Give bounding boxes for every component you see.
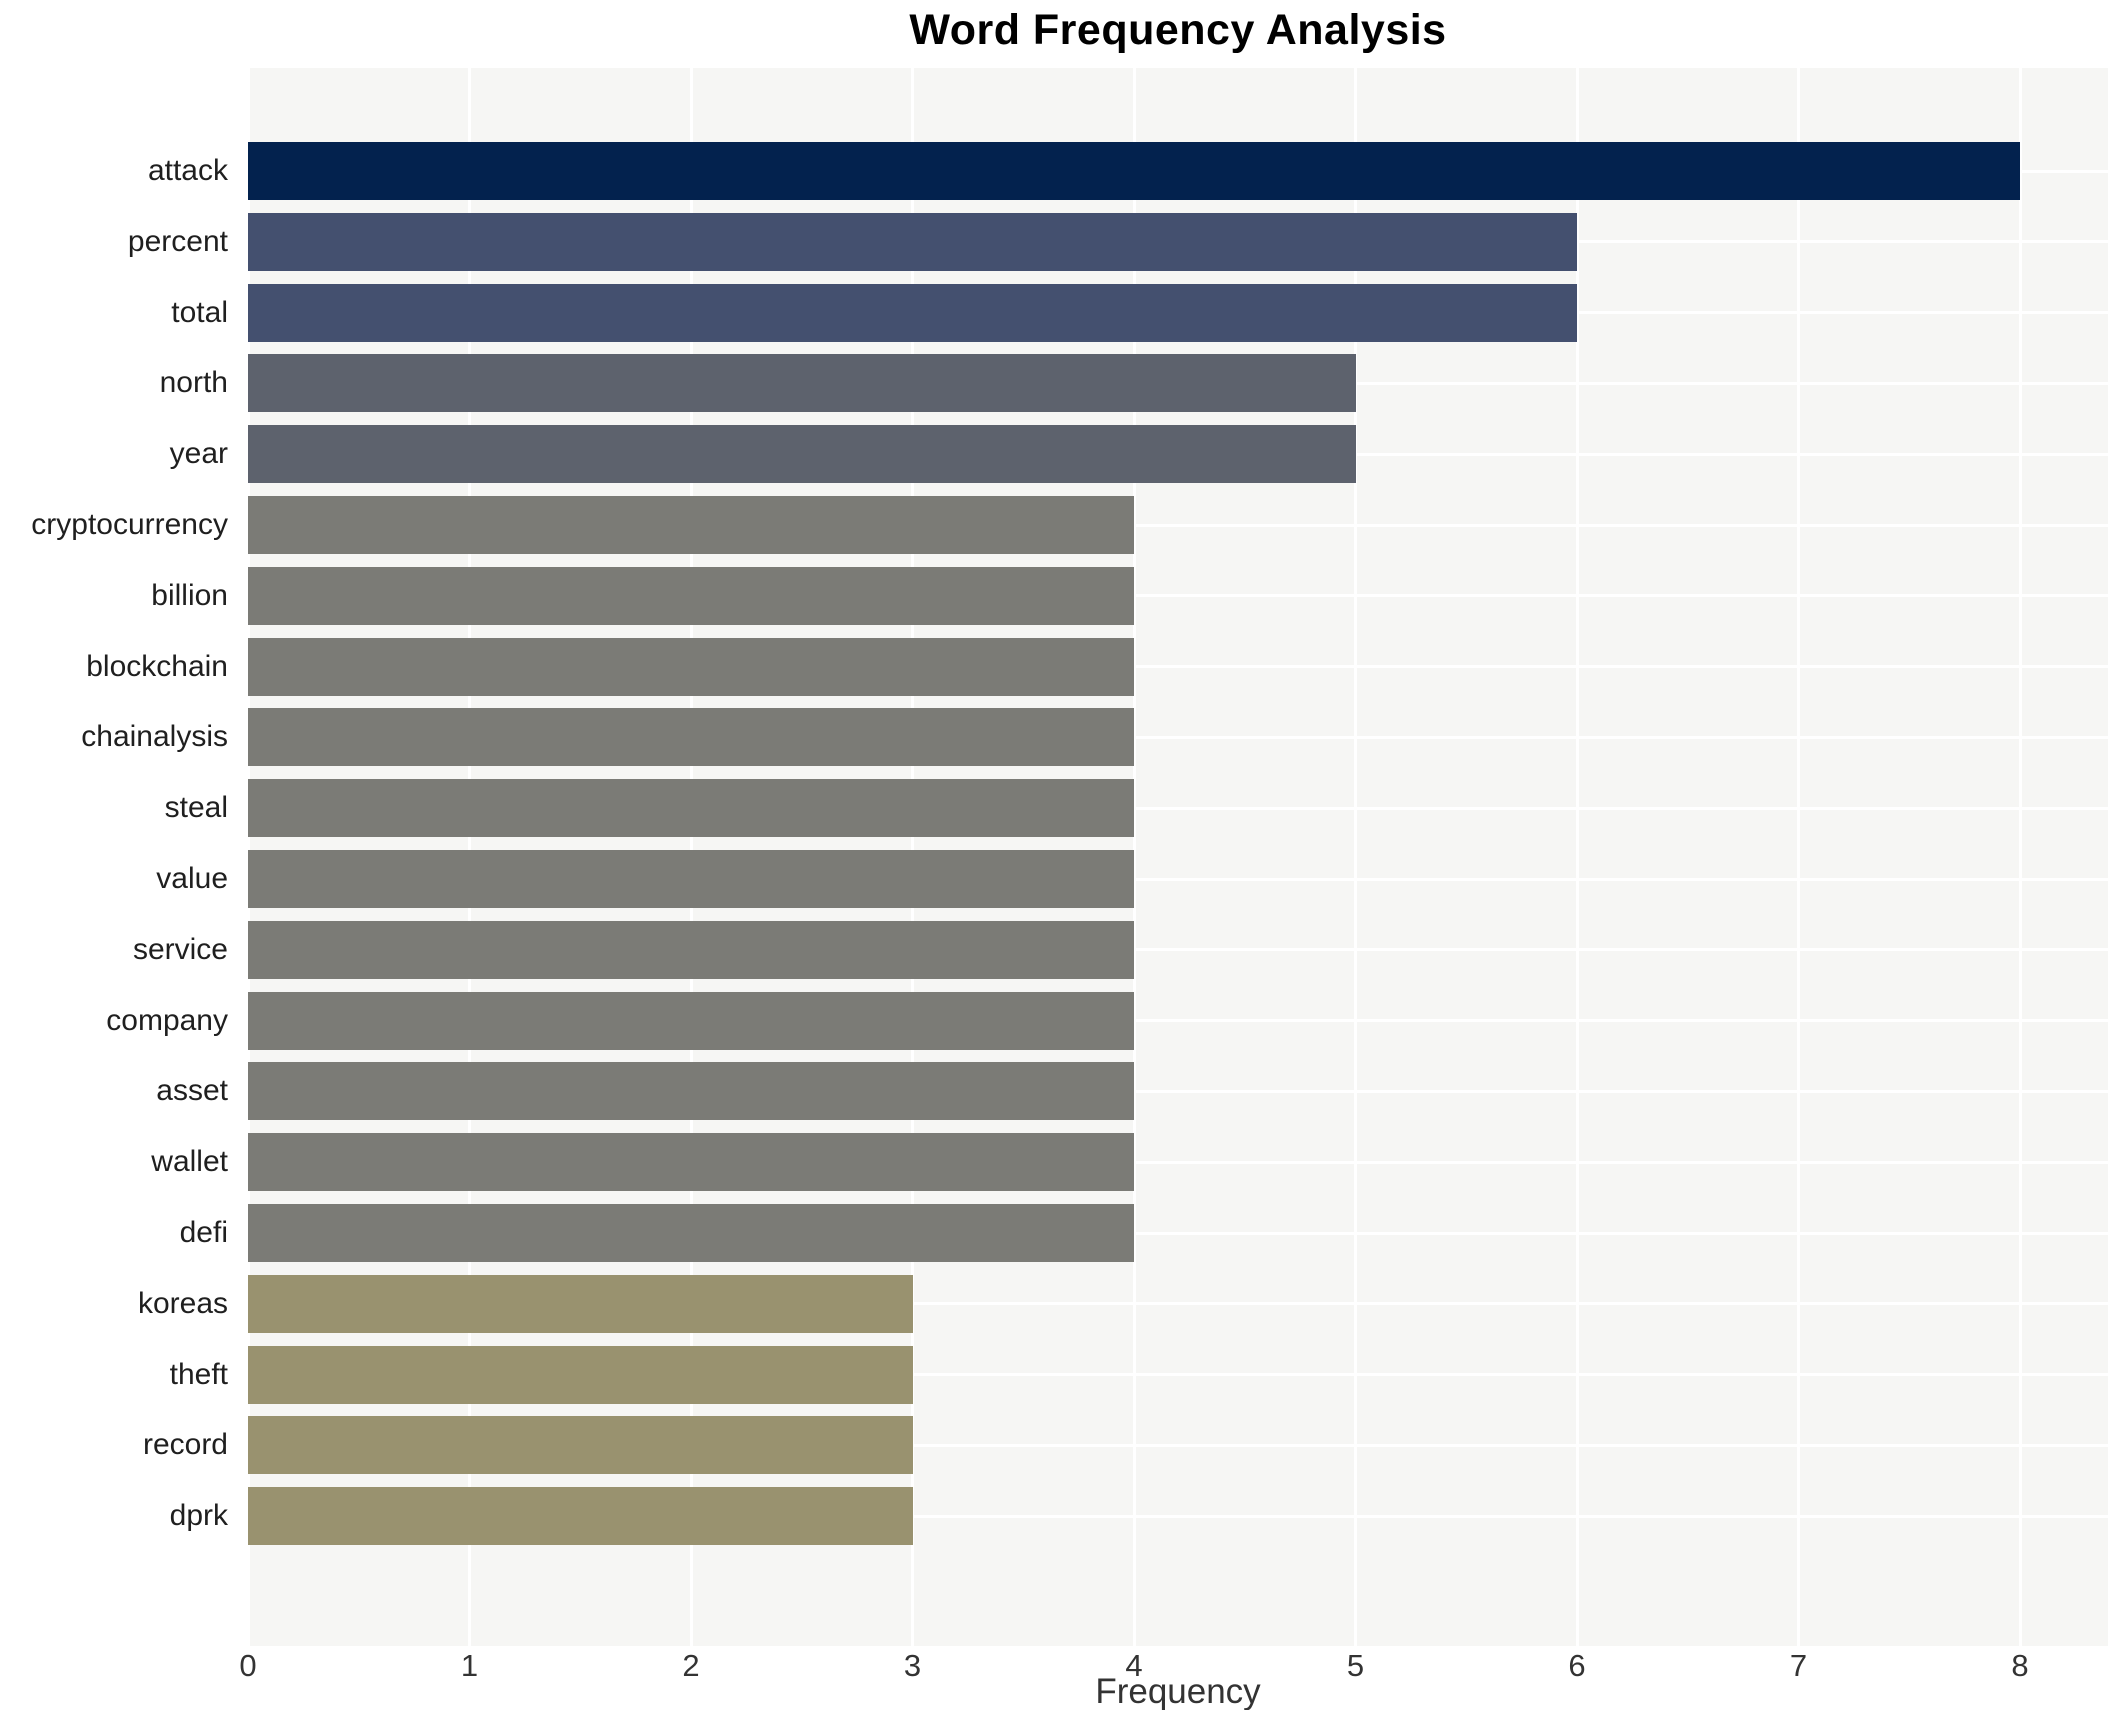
gridline-horizontal xyxy=(248,1443,2108,1447)
x-axis-label: Frequency xyxy=(1095,1672,1261,1710)
gridline-horizontal xyxy=(248,1514,2108,1518)
bar-chainalysis xyxy=(248,708,1134,767)
bar-asset xyxy=(248,1062,1134,1121)
x-tick-label: 3 xyxy=(903,1648,922,1683)
x-tick-label: 0 xyxy=(239,1648,257,1683)
category-label: wallet xyxy=(151,1145,228,1179)
bar-koreas xyxy=(248,1274,913,1333)
bar-company xyxy=(248,991,1134,1050)
category-label: koreas xyxy=(137,1286,228,1320)
gridline-vertical xyxy=(1797,68,1800,1646)
bar-blockchain xyxy=(248,637,1134,696)
bar-percent xyxy=(248,212,1577,271)
x-tick-label: 7 xyxy=(1789,1648,1808,1683)
bar-year xyxy=(248,425,1356,484)
gridline-horizontal xyxy=(248,594,2108,598)
category-label: service xyxy=(132,932,228,966)
bar-cryptocurrency xyxy=(248,496,1134,554)
category-label: billion xyxy=(151,578,228,612)
gridline-horizontal xyxy=(248,1231,2108,1235)
x-axis-ticks: 0 1 2 3 4 5 6 7 8 xyxy=(0,1648,2128,1688)
gridline-horizontal xyxy=(248,1302,2108,1306)
category-label: year xyxy=(169,437,228,471)
bar-total xyxy=(248,283,1577,342)
bar-defi xyxy=(248,1204,1134,1262)
bar-record xyxy=(248,1416,913,1475)
category-label: record xyxy=(142,1428,228,1462)
category-label: blockchain xyxy=(86,649,228,683)
bar-north xyxy=(248,354,1356,413)
gridline-horizontal xyxy=(248,806,2108,810)
bar-attack xyxy=(248,142,2020,200)
x-tick-label: 6 xyxy=(1568,1648,1586,1683)
bar-steal xyxy=(248,779,1134,838)
chart-title: Word Frequency Analysis xyxy=(909,6,1447,54)
category-label: company xyxy=(106,1003,228,1037)
gridline-horizontal xyxy=(248,877,2108,881)
gridline-horizontal xyxy=(248,1160,2108,1164)
gridline-horizontal xyxy=(248,948,2108,952)
bar-value xyxy=(248,850,1134,908)
category-label: steal xyxy=(164,791,228,825)
category-label: theft xyxy=(169,1357,228,1391)
category-label: cryptocurrency xyxy=(31,508,228,541)
category-label: total xyxy=(171,295,228,329)
category-label: defi xyxy=(179,1216,228,1249)
x-tick-label: 4 xyxy=(1125,1648,1143,1683)
category-label: dprk xyxy=(169,1499,228,1533)
plot-area xyxy=(246,68,2108,1646)
gridline-vertical xyxy=(2018,68,2022,1646)
gridline-horizontal xyxy=(248,523,2108,527)
bar-service xyxy=(248,920,1134,979)
gridline-horizontal xyxy=(248,1373,2108,1377)
gridline-vertical xyxy=(1575,68,1579,1646)
x-tick-label: 8 xyxy=(2011,1648,2029,1683)
x-tick-label: 2 xyxy=(682,1648,700,1683)
bar-billion xyxy=(248,566,1134,625)
gridline-vertical xyxy=(1354,68,1357,1646)
y-axis-labels: attack percent total north year cryptocurrenc… xyxy=(0,68,238,1646)
gridline-horizontal xyxy=(248,665,2108,669)
category-label: north xyxy=(159,366,228,400)
gridline-vertical xyxy=(1132,68,1136,1646)
bar-dprk xyxy=(248,1487,913,1546)
category-label: attack xyxy=(147,154,228,187)
x-tick-label: 1 xyxy=(460,1648,479,1683)
category-label: chainalysis xyxy=(81,720,228,754)
gridline-horizontal xyxy=(248,1089,2108,1093)
category-label: percent xyxy=(127,224,228,258)
category-label: value xyxy=(156,862,228,895)
gridline-horizontal xyxy=(248,735,2108,739)
bar-wallet xyxy=(248,1133,1134,1192)
gridline-horizontal xyxy=(248,1019,2108,1023)
x-tick-label: 5 xyxy=(1346,1648,1365,1683)
category-label: asset xyxy=(156,1074,228,1108)
bar-theft xyxy=(248,1345,913,1404)
